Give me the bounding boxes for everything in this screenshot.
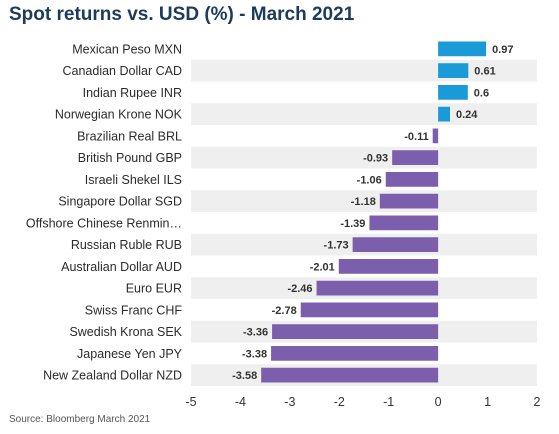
category-label: Swiss Franc CHF [85, 303, 183, 317]
category-label: Indian Rupee INR [83, 86, 182, 100]
category-label: Canadian Dollar CAD [62, 64, 182, 78]
bar [300, 302, 439, 318]
category-label: Russian Ruble RUB [71, 238, 182, 252]
category-labels: Mexican Peso MXN Canadian Dollar CAD India… [26, 42, 183, 382]
x-tick-label: 0 [435, 395, 442, 409]
x-tick-label: 1 [484, 395, 491, 409]
chart-title: Spot returns vs. USD (%) - March 2021 [9, 4, 355, 25]
x-tick-label: -2 [334, 395, 345, 409]
value-label: -3.38 [242, 348, 267, 360]
bar [438, 63, 469, 78]
category-label: Israeli Shekel ILS [85, 173, 182, 187]
x-tick-label: -5 [185, 395, 196, 409]
value-label: 0.61 [474, 66, 495, 78]
value-label: -1.39 [340, 218, 365, 230]
bar [261, 367, 439, 383]
bar [379, 193, 439, 209]
category-label: Japanese Yen JPY [77, 347, 183, 361]
category-label: Swedish Krona SEK [69, 325, 182, 339]
row-band [191, 146, 537, 169]
bar [369, 215, 439, 231]
row-band [191, 190, 537, 212]
category-label: British Pound GBP [78, 151, 182, 165]
category-label: Euro EUR [126, 282, 182, 296]
category-label: Singapore Dollar SGD [58, 195, 182, 209]
x-tick-label: -1 [383, 395, 394, 409]
bar [385, 172, 439, 187]
category-label: Norwegian Krone NOK [55, 108, 183, 122]
bars [261, 41, 487, 383]
bar [271, 346, 439, 361]
category-label: New Zealand Dollar NZD [43, 369, 182, 383]
bar [316, 280, 439, 296]
bar [272, 324, 439, 339]
value-label: -0.93 [363, 153, 388, 165]
source-note: Source: Bloomberg March 2021 [9, 414, 151, 425]
value-label: -2.78 [272, 305, 297, 317]
value-label: -2.46 [287, 283, 312, 295]
value-label: 0.24 [456, 109, 478, 121]
bar [392, 150, 439, 165]
value-label: -1.18 [351, 196, 376, 208]
x-tick-label: -3 [284, 395, 295, 409]
category-label: Mexican Peso MXN [72, 42, 182, 56]
bar [438, 106, 451, 122]
category-label: Brazilian Real BRL [77, 129, 182, 143]
value-label: -1.06 [357, 174, 382, 186]
value-label: -1.73 [324, 240, 349, 252]
category-label: Offshore Chinese Renmin… [26, 216, 182, 230]
bar [438, 41, 487, 57]
bar [338, 259, 439, 274]
bar [352, 237, 439, 252]
category-label: Australian Dollar AUD [61, 260, 182, 274]
value-label: 0.97 [492, 44, 513, 56]
value-label: 0.6 [474, 87, 489, 99]
value-labels: 0.97 0.61 0.6 0.24 -0.11 -0.93 -1.06 -1.18 -1.39… [232, 44, 513, 382]
x-tick-label: -4 [235, 395, 246, 409]
value-label: -3.36 [243, 327, 268, 339]
bar [438, 85, 468, 100]
value-label: -3.58 [232, 370, 257, 382]
value-label: -2.01 [310, 261, 335, 273]
bar [432, 128, 439, 144]
x-tick-label: 2 [534, 395, 541, 409]
row-band [191, 103, 537, 125]
value-label: -0.11 [404, 131, 428, 143]
x-axis-ticks: -5 -4 -3 -2 -1 0 1 2 [185, 395, 540, 409]
